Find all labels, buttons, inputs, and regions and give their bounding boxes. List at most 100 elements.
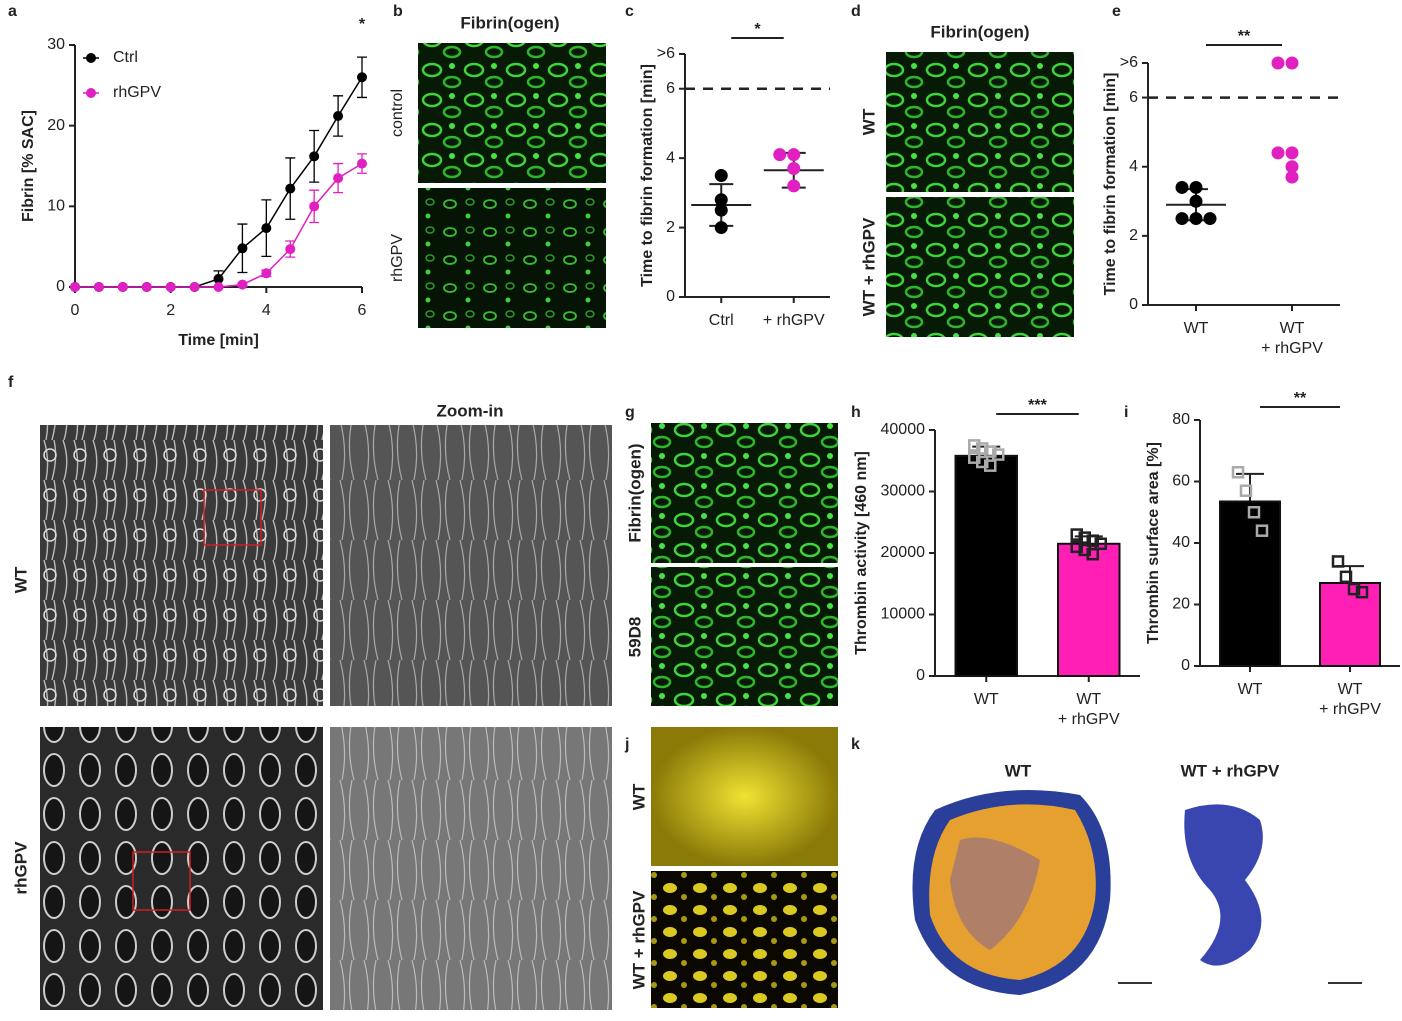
y-tick-label: 20 — [1172, 596, 1190, 613]
y-tick-label: 2 — [666, 219, 675, 236]
data-point — [1203, 212, 1217, 226]
data-point — [1189, 212, 1203, 226]
y-tick-label: 40 — [1172, 534, 1190, 551]
y-tick-label: 4 — [666, 149, 675, 166]
bar — [1219, 500, 1281, 667]
x-tick-label: WT — [1238, 681, 1263, 698]
bar — [1057, 542, 1121, 678]
y-tick-label: 4 — [1129, 158, 1138, 175]
data-point — [189, 282, 200, 292]
zoom-box — [132, 851, 191, 911]
y-tick-label: 0 — [666, 288, 675, 305]
data-point — [787, 162, 801, 176]
data-point — [1285, 146, 1299, 160]
micrograph — [651, 727, 838, 866]
data-point — [1070, 528, 1083, 541]
data-point — [984, 459, 997, 472]
x-tick-label: WT + rhGPV — [1261, 320, 1323, 357]
data-point — [1355, 585, 1369, 599]
legend-label: Ctrl — [113, 49, 138, 66]
panel-label: b — [393, 3, 403, 20]
data-point — [787, 179, 801, 193]
x-tick-label: Ctrl — [709, 312, 734, 329]
y-axis-label: Fibrin [% SAC] — [20, 110, 37, 222]
data-point — [1070, 540, 1083, 554]
data-point — [285, 244, 296, 255]
y-tick-label: 0 — [1181, 657, 1190, 674]
row-label: WT — [859, 108, 878, 135]
y-tick-label: 6 — [666, 80, 675, 97]
data-point — [1247, 506, 1261, 519]
panel-label: c — [625, 3, 634, 20]
y-axis-label: Time to fibrin formation [min] — [1102, 73, 1119, 296]
y-tick-label: 40000 — [881, 421, 926, 438]
data-point — [93, 282, 104, 292]
data-point — [117, 282, 128, 292]
micrograph — [651, 423, 838, 563]
row-label: 59D8 — [625, 617, 644, 658]
x-tick-label: WT + rhGPV — [1058, 691, 1120, 728]
data-point — [237, 243, 248, 254]
y-tick-label: 60 — [1172, 473, 1190, 490]
x-tick-label: 4 — [262, 302, 271, 319]
y-axis-label: Thrombin surface area [%] — [1145, 442, 1162, 644]
panel-label: g — [625, 404, 635, 421]
micrograph — [651, 567, 838, 706]
data-point — [357, 72, 367, 83]
data-point — [1086, 534, 1099, 547]
image-title: Fibrin(ogen) — [460, 13, 559, 32]
data-point — [1231, 466, 1245, 479]
data-point — [976, 455, 989, 469]
data-point — [309, 151, 320, 162]
significance: ** — [1238, 28, 1251, 45]
x-tick-label: WT + rhGPV — [1319, 681, 1381, 718]
data-point — [1331, 555, 1345, 568]
data-point — [714, 203, 728, 217]
micrograph — [40, 727, 323, 1010]
y-tick-label: 6 — [1129, 89, 1138, 106]
data-point — [357, 158, 367, 169]
micrograph — [330, 425, 612, 706]
y-tick-label: 20000 — [881, 544, 926, 561]
row-label: WT + rhGPV — [859, 217, 878, 316]
data-point — [261, 268, 272, 279]
micrograph — [40, 425, 323, 706]
data-point — [333, 110, 344, 121]
data-point — [714, 193, 728, 207]
data-point — [1347, 582, 1361, 596]
row-label: WT — [11, 566, 30, 593]
y-tick-label: 10 — [47, 198, 65, 215]
bar — [1319, 581, 1381, 667]
data-point — [141, 282, 152, 292]
data-point — [984, 445, 997, 458]
data-point — [1086, 547, 1099, 561]
y-tick-label: >6 — [657, 45, 675, 62]
significance: * — [754, 21, 761, 38]
data-point — [261, 223, 272, 234]
row-label: control — [389, 89, 406, 137]
data-point — [714, 221, 728, 235]
legend-label: rhGPV — [113, 84, 161, 101]
data-point — [992, 448, 1005, 461]
data-point — [1285, 160, 1299, 174]
micrograph — [886, 197, 1074, 337]
data-point — [1175, 180, 1189, 194]
y-tick-label: >6 — [1120, 54, 1138, 71]
significance: ** — [1294, 390, 1307, 407]
y-tick-label: 0 — [916, 667, 925, 684]
bar — [954, 454, 1018, 677]
panel-label: h — [851, 404, 861, 421]
data-point — [1285, 56, 1299, 70]
y-tick-label: 80 — [1172, 411, 1190, 428]
image-title: Zoom-in — [436, 401, 503, 420]
data-point — [285, 183, 296, 194]
data-point — [1094, 537, 1107, 551]
legend-marker — [86, 53, 96, 63]
data-point — [70, 282, 80, 292]
row-label: WT + rhGPV — [629, 890, 648, 989]
data-point — [714, 169, 728, 182]
y-axis-label: Time to fibrin formation [min] — [639, 64, 656, 287]
x-tick-label: 0 — [71, 302, 80, 319]
micrograph — [418, 43, 606, 183]
